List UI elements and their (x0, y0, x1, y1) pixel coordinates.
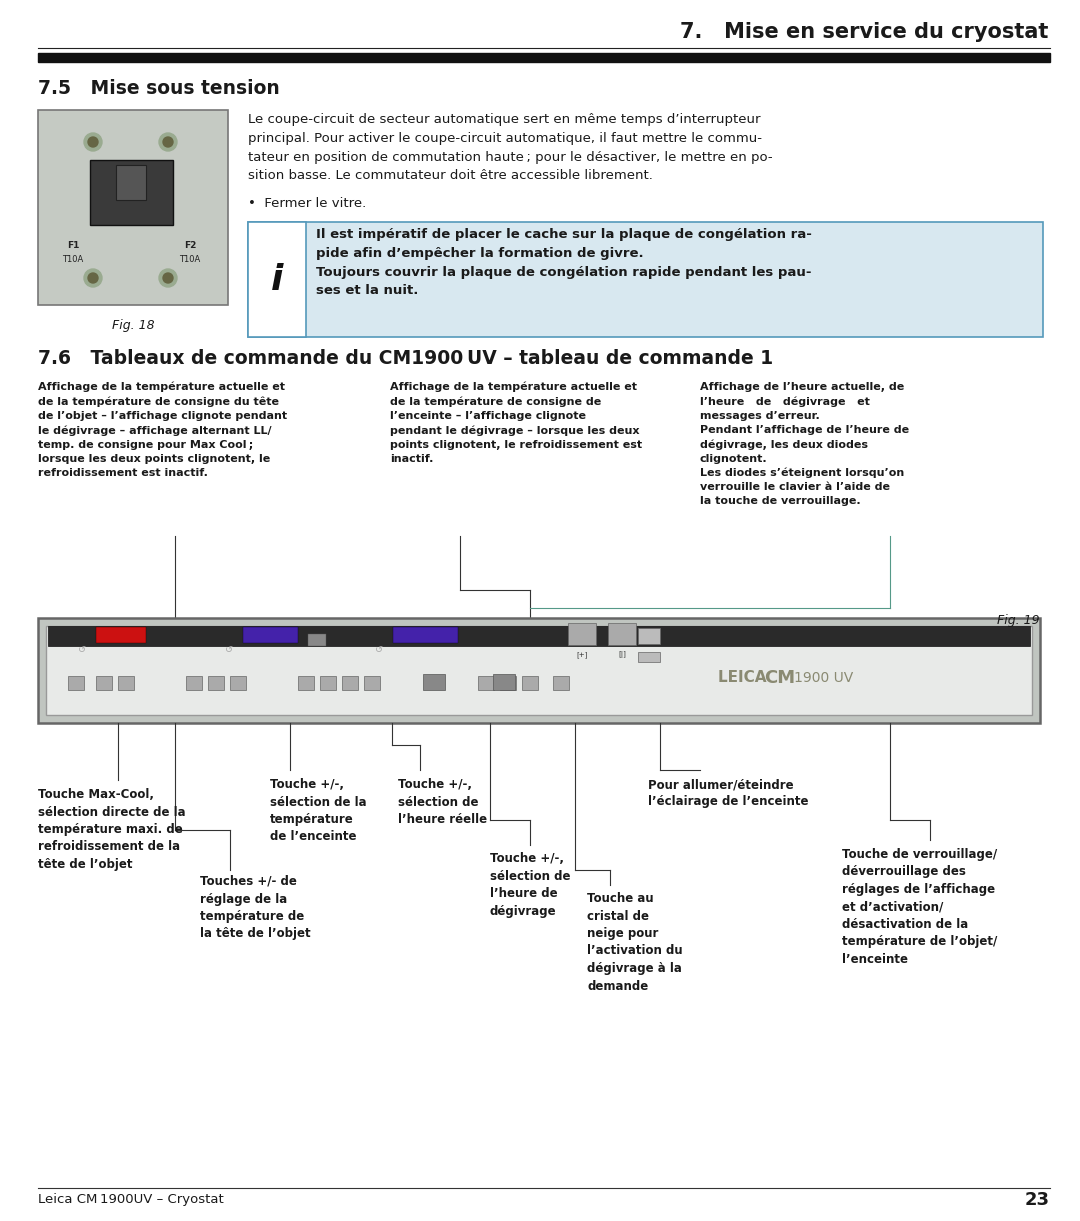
Text: Pour allumer/éteindre
l’éclairage de l’enceinte: Pour allumer/éteindre l’éclairage de l’e… (648, 778, 809, 808)
Text: Leica CM 1900UV – Cryostat: Leica CM 1900UV – Cryostat (38, 1193, 224, 1206)
Bar (522, 676, 538, 690)
Bar (118, 676, 134, 690)
Bar (568, 623, 596, 645)
Text: Fig. 18: Fig. 18 (111, 319, 154, 332)
Text: 1900 UV: 1900 UV (794, 672, 853, 685)
Bar (638, 628, 660, 643)
Bar (68, 676, 84, 690)
Text: Il est impératif de placer le cache sur la plaque de congélation ra-
pide afin d: Il est impératif de placer le cache sur … (316, 228, 812, 298)
Text: LEICA: LEICA (718, 670, 772, 685)
Text: Touche Max-Cool,
sélection directe de la
température maxi. de
refroidissement de: Touche Max-Cool, sélection directe de la… (38, 788, 186, 871)
Text: Affichage de la température actuelle et
de la température de consigne de
l’encei: Affichage de la température actuelle et … (390, 382, 643, 464)
Bar (208, 676, 224, 690)
Bar (38, 618, 1040, 723)
Circle shape (87, 274, 98, 283)
Circle shape (159, 133, 177, 151)
Circle shape (84, 133, 102, 151)
Text: Touche +/-,
sélection de
l’heure de
dégivrage: Touche +/-, sélection de l’heure de dégi… (490, 852, 570, 917)
Circle shape (84, 269, 102, 287)
Circle shape (163, 274, 173, 283)
Text: ↺: ↺ (225, 645, 233, 654)
Bar (608, 623, 636, 645)
Bar (364, 676, 380, 690)
Text: CM: CM (764, 669, 795, 687)
Circle shape (159, 269, 177, 287)
Text: 23: 23 (1025, 1190, 1050, 1209)
Bar (48, 626, 1030, 646)
Text: Affichage de l’heure actuelle, de
l’heure   de   dégivrage   et
messages d’erreu: Affichage de l’heure actuelle, de l’heur… (700, 382, 909, 507)
Text: Touche au
cristal de
neige pour
l’activation du
dégivrage à la
demande: Touche au cristal de neige pour l’activa… (588, 893, 683, 993)
Bar (116, 165, 146, 200)
Text: [+]: [+] (577, 652, 588, 658)
Bar (478, 676, 494, 690)
Bar (492, 674, 515, 690)
Bar (248, 222, 306, 337)
Bar (90, 160, 173, 225)
Text: Fig. 19: Fig. 19 (997, 614, 1040, 628)
Bar (38, 53, 1050, 62)
Bar (342, 676, 357, 690)
Text: T10A: T10A (179, 255, 201, 265)
Text: Touche +/-,
sélection de
l’heure réelle: Touche +/-, sélection de l’heure réelle (399, 778, 487, 825)
Text: ↺: ↺ (375, 645, 383, 654)
Text: Touche de verrouillage/
déverrouillage des
réglages de l’affichage
et d’activati: Touche de verrouillage/ déverrouillage d… (842, 849, 997, 966)
Text: Touches +/- de
réglage de la
température de
la tête de l’objet: Touches +/- de réglage de la température… (200, 875, 311, 940)
Bar (553, 676, 569, 690)
Bar (230, 676, 246, 690)
Bar (243, 628, 298, 643)
Bar (96, 628, 146, 643)
Text: 7.6   Tableaux de commande du CM1900 UV – tableau de commande 1: 7.6 Tableaux de commande du CM1900 UV – … (38, 348, 773, 368)
Bar (308, 634, 326, 646)
Text: [|]: [|] (618, 652, 626, 658)
Bar (423, 674, 445, 690)
Bar (248, 222, 1043, 337)
Text: 7.5   Mise sous tension: 7.5 Mise sous tension (38, 78, 280, 98)
Text: Touche +/-,
sélection de la
température
de l’enceinte: Touche +/-, sélection de la température … (270, 778, 366, 844)
Bar (320, 676, 336, 690)
Text: F2: F2 (184, 241, 197, 249)
Bar (46, 626, 1032, 716)
Text: i: i (271, 263, 283, 297)
Circle shape (87, 137, 98, 147)
Text: •  Fermer le vitre.: • Fermer le vitre. (248, 197, 366, 210)
Text: T10A: T10A (63, 255, 83, 265)
Text: Affichage de la température actuelle et
de la température de consigne du tête
de: Affichage de la température actuelle et … (38, 382, 287, 477)
Bar (38, 110, 228, 305)
Bar (393, 628, 458, 643)
Bar (500, 676, 516, 690)
Text: Le coupe-circuit de secteur automatique sert en même temps d’interrupteur
princi: Le coupe-circuit de secteur automatique … (248, 114, 772, 182)
Bar (298, 676, 314, 690)
Bar (638, 652, 660, 662)
Text: F1: F1 (67, 241, 79, 249)
Bar (96, 676, 112, 690)
Text: ↺: ↺ (78, 645, 86, 654)
Bar (186, 676, 202, 690)
Circle shape (163, 137, 173, 147)
Text: 7.   Mise en service du cryostat: 7. Mise en service du cryostat (679, 22, 1048, 42)
